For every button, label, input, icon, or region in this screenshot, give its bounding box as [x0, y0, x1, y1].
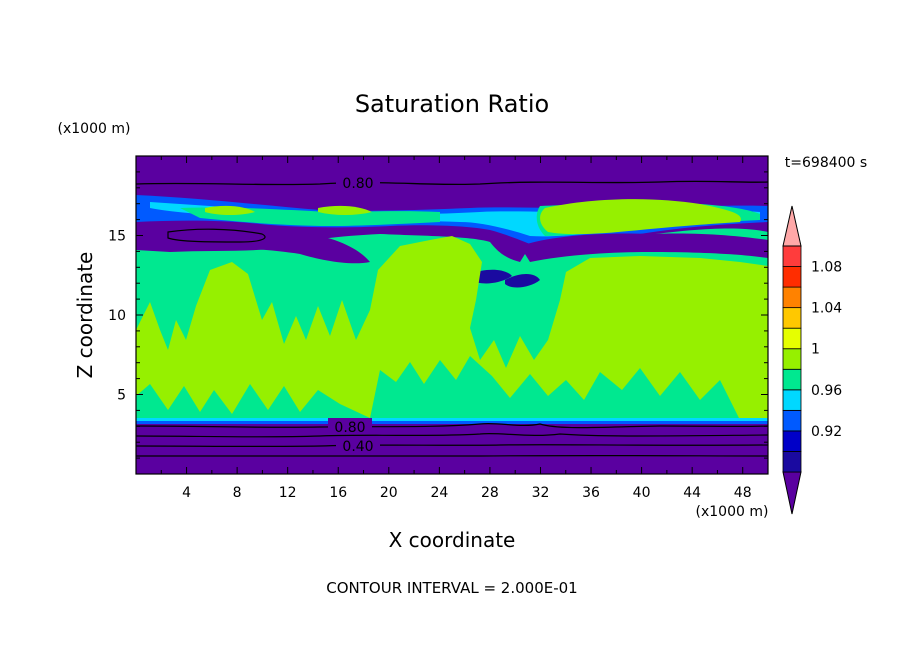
x-unit-label: (x1000 m): [696, 504, 769, 520]
x-tick-label: 32: [532, 485, 550, 501]
colorbar-segment: [782, 266, 802, 288]
contour-line-lower-3: [136, 444, 768, 448]
x-tick-label: 16: [329, 485, 347, 501]
upper-yellowgreen-cloud-3: [318, 205, 372, 215]
lower-blue-edge: [136, 421, 768, 425]
colorbar-segment: [782, 307, 802, 329]
colorbar-segment: [782, 409, 802, 432]
contour-interval-label: CONTOUR INTERVAL = 2.000E-01: [326, 579, 577, 597]
mid-blue-lens-2: [505, 274, 540, 288]
y-tick-label: 15: [108, 229, 126, 245]
colorbar-segment: [782, 327, 802, 350]
y-tick-label: 5: [117, 388, 126, 404]
x-tick-label: 4: [182, 485, 191, 501]
colorbar-under-arrow: [782, 471, 802, 515]
contour-line-upper: [136, 180, 768, 186]
contour-label: 0.80: [334, 420, 365, 436]
colorbar-segment: [782, 430, 802, 452]
x-tick-label: 28: [481, 485, 499, 501]
colorbar-segment: [782, 245, 802, 267]
colorbar-tick-label: 1: [811, 342, 820, 358]
colorbar-segment: [782, 389, 802, 411]
x-tick-label: 48: [734, 485, 752, 501]
contour-line-lower-2: [136, 433, 768, 438]
cloud-columns: [136, 236, 768, 420]
x-tick-label: 36: [582, 485, 600, 501]
dry-tongue-right: [520, 233, 768, 262]
colorbar: 0.92 0.96 1 1.04 1.08: [782, 205, 842, 515]
colorbar-segment: [782, 368, 802, 391]
contour-line-lens: [167, 228, 266, 243]
x-tick-label: 24: [430, 485, 448, 501]
lower-dry-layer: [136, 424, 768, 474]
contour-line-lower-1: [136, 422, 768, 429]
y-axis-label: Z coordinate: [73, 252, 97, 379]
upper-yellowgreen-cloud-2: [205, 205, 255, 215]
colorbar-tick-label: 0.92: [811, 424, 842, 440]
colorbar-tick-label: 1.08: [811, 260, 842, 276]
y-tick-label: 10: [108, 308, 126, 324]
contour-line-lower-4: [136, 454, 768, 458]
colorbar-segment: [782, 286, 802, 309]
x-axis: 4 8 12 16 20 24 28 32 36 40 44 48: [160, 156, 752, 501]
contour-label: 0.40: [342, 439, 373, 455]
colorbar-over-arrow: [782, 205, 802, 247]
x-axis-label: X coordinate: [389, 528, 516, 552]
saturation-field: 0.80 0.80 0.40: [136, 156, 768, 474]
x-tick-label: 40: [633, 485, 651, 501]
x-tick-label: 8: [233, 485, 242, 501]
colorbar-tick-label: 0.96: [811, 383, 842, 399]
chart-title: Saturation Ratio: [355, 90, 549, 118]
x-tick-label: 12: [279, 485, 297, 501]
x-tick-label: 20: [380, 485, 398, 501]
colorbar-segment: [782, 348, 802, 370]
time-label: t=698400 s: [785, 155, 867, 171]
y-axis: 5 10 15: [108, 171, 768, 459]
y-unit-label: (x1000 m): [58, 121, 131, 137]
contour-label: 0.80: [342, 176, 373, 192]
colorbar-tick-label: 1.04: [811, 301, 842, 317]
mid-blue-lens: [470, 269, 512, 284]
dry-tongue: [150, 225, 370, 264]
x-tick-label: 44: [683, 485, 701, 501]
colorbar-segment: [782, 451, 802, 473]
upper-yellowgreen-cloud: [540, 199, 741, 235]
